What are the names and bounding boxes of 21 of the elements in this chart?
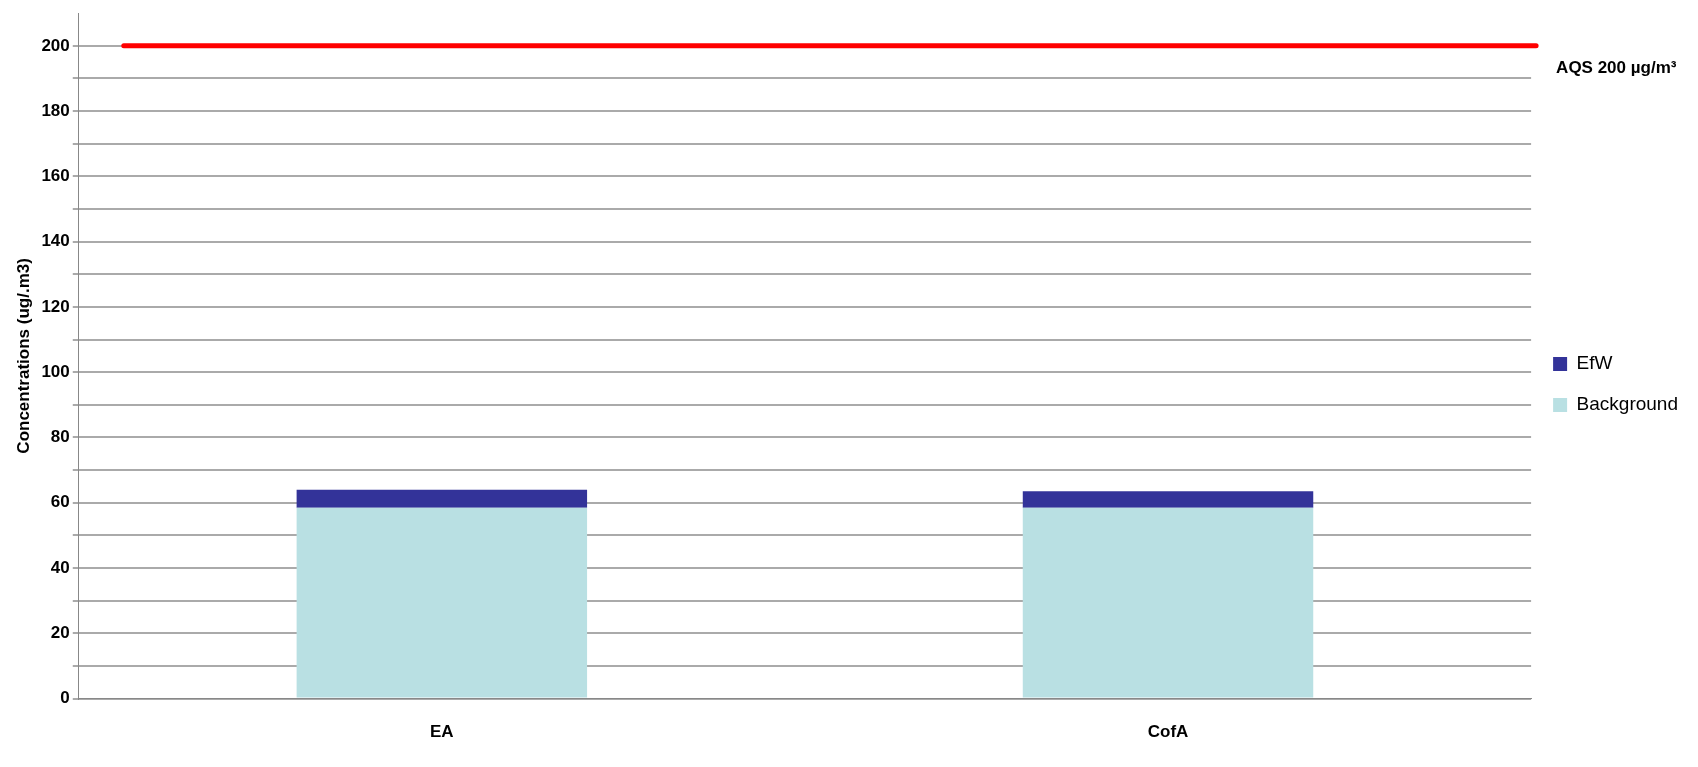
bar: [1022, 491, 1314, 508]
ref-line-label: AQS 200 µg/m³: [1556, 57, 1677, 77]
y-tick-label: 20: [50, 623, 70, 643]
y-tick-label: 60: [50, 492, 70, 512]
y-tick-label: 200: [41, 35, 70, 55]
y-tick-label: 0: [60, 688, 70, 708]
y-tick-label: 40: [50, 557, 70, 577]
x-tick-label: CofA: [1147, 722, 1189, 742]
y-axis-title: Concentrations (ug/.m3): [13, 258, 33, 454]
x-tick-label: EA: [430, 722, 454, 742]
y-tick-label: 140: [41, 231, 70, 251]
y-tick-label: 80: [50, 427, 70, 447]
bar: [296, 507, 588, 698]
legend-label: EfW: [1576, 352, 1613, 374]
bar: [1022, 507, 1314, 698]
y-tick-label: 120: [41, 296, 70, 316]
y-tick-label: 100: [41, 361, 70, 381]
bar: [296, 489, 588, 508]
legend-label: Background: [1576, 393, 1678, 415]
y-tick-label: 180: [41, 100, 70, 120]
y-tick-label: 160: [41, 166, 70, 186]
